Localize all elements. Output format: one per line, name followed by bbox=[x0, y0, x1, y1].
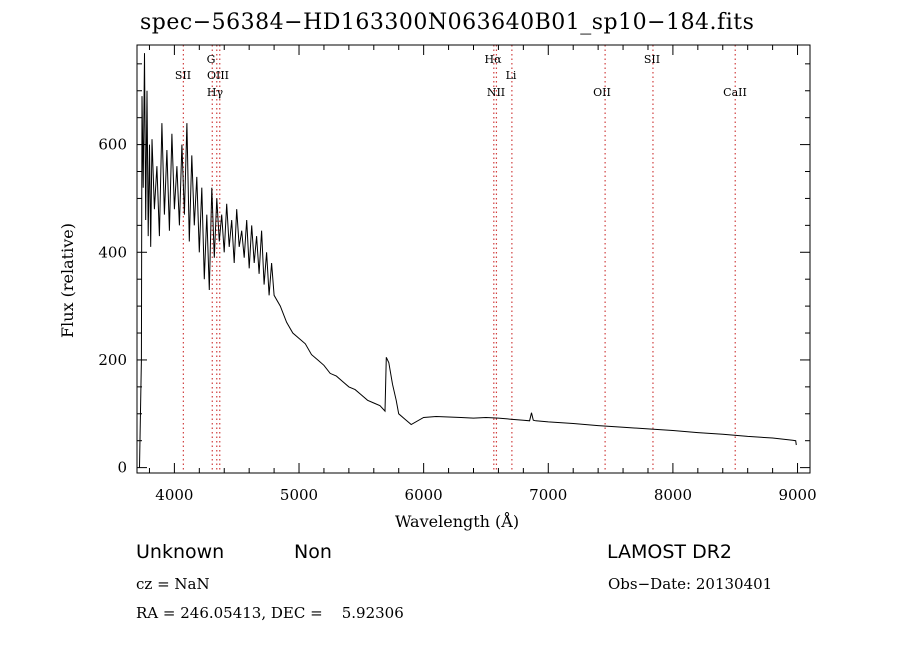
line-marker-label-3: Hγ bbox=[207, 86, 224, 99]
x-tick-label: 5000 bbox=[280, 486, 318, 504]
plot-frame bbox=[136, 44, 811, 474]
line-marker-label-7: OII bbox=[593, 86, 611, 99]
subclass-label: Non bbox=[294, 541, 332, 563]
y-tick-label: 200 bbox=[98, 351, 127, 369]
chart-title: spec−56384−HD163300N063640B01_sp10−184.f… bbox=[140, 10, 755, 35]
line-marker-label-6: Li bbox=[506, 69, 517, 82]
x-axis-label: Wavelength (Å) bbox=[395, 512, 520, 531]
line-marker-label-5: NII bbox=[487, 86, 505, 99]
y-tick-label: 400 bbox=[98, 243, 127, 261]
line-marker-label-0: SII bbox=[175, 69, 191, 82]
y-axis-label: Flux (relative) bbox=[58, 223, 77, 338]
x-tick-label: 6000 bbox=[405, 486, 443, 504]
y-tick-label: 600 bbox=[98, 136, 127, 154]
coordinates-text: RA = 246.05413, DEC = 5.92306 bbox=[136, 604, 404, 622]
line-marker-label-9: CaII bbox=[723, 86, 747, 99]
line-marker-label-8: SII bbox=[644, 53, 660, 66]
spectrum-line bbox=[139, 53, 797, 468]
line-marker-label-4: Hα bbox=[484, 53, 502, 66]
cz-text: cz = NaN bbox=[136, 575, 210, 593]
obs-date-text: Obs−Date: 20130401 bbox=[608, 575, 773, 593]
x-tick-label: 8000 bbox=[654, 486, 692, 504]
survey-label: LAMOST DR2 bbox=[607, 541, 732, 563]
y-tick-label: 0 bbox=[117, 459, 127, 477]
line-marker-label-1: G bbox=[207, 53, 216, 66]
line-marker-label-2: OIII bbox=[207, 69, 229, 82]
x-tick-label: 7000 bbox=[529, 486, 567, 504]
x-tick-label: 9000 bbox=[778, 486, 816, 504]
class-label: Unknown bbox=[136, 541, 225, 563]
x-tick-label: 4000 bbox=[155, 486, 193, 504]
